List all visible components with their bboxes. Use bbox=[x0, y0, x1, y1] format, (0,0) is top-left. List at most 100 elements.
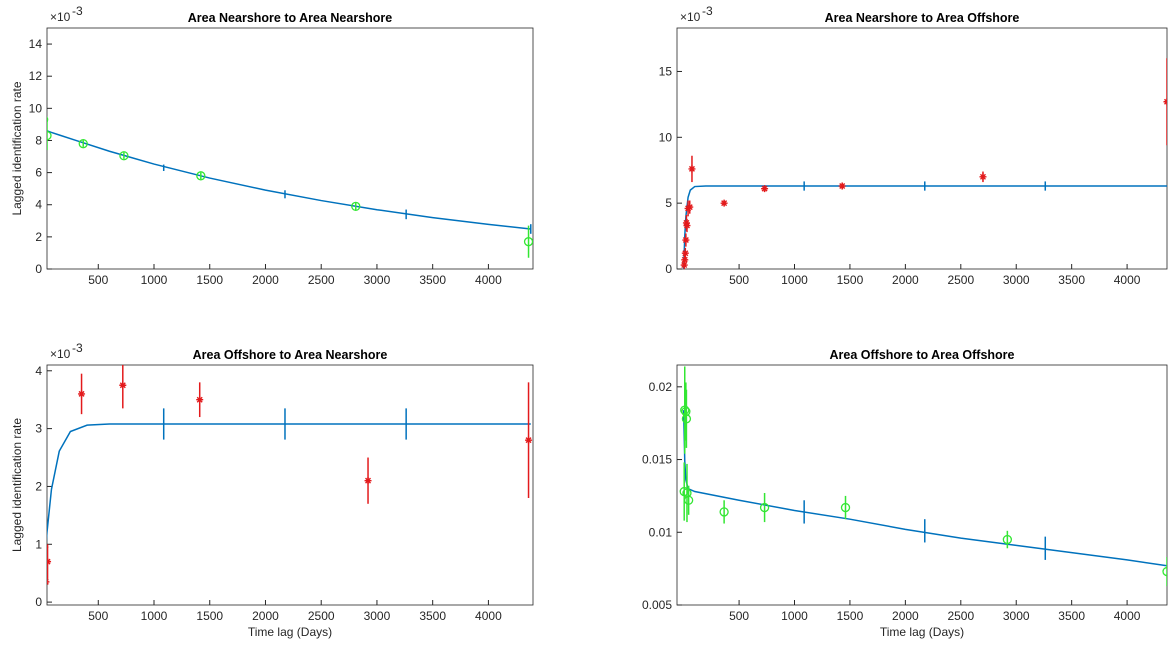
exponent-power: -3 bbox=[72, 4, 83, 18]
x-tick-label: 2000 bbox=[252, 609, 279, 623]
data-point bbox=[838, 182, 846, 190]
y-tick-label: 5 bbox=[665, 196, 672, 210]
x-tick-label: 3000 bbox=[364, 273, 391, 287]
y-tick-label: 4 bbox=[35, 198, 42, 212]
x-tick-label: 4000 bbox=[475, 273, 502, 287]
chart-title: Area Offshore to Area Offshore bbox=[830, 348, 1015, 362]
y-tick-label: 3 bbox=[35, 422, 42, 436]
data-point bbox=[688, 165, 696, 173]
panel: 500 1000 1500 2000 2500 3000 3500 4000 0 1 2 3 4 Area… bbox=[10, 341, 534, 639]
data-point bbox=[78, 390, 86, 398]
x-tick-label: 1000 bbox=[141, 273, 168, 287]
plot-area bbox=[47, 116, 533, 258]
exponent-power: -3 bbox=[72, 341, 83, 355]
data-point bbox=[525, 436, 533, 444]
data-point bbox=[1163, 98, 1167, 106]
y-tick-label: 0 bbox=[35, 595, 42, 609]
y-tick-label: 2 bbox=[35, 479, 42, 493]
y-tick-label: 0.02 bbox=[649, 380, 673, 394]
x-tick-label: 1500 bbox=[196, 273, 223, 287]
data-point bbox=[680, 405, 690, 415]
y-tick-label: 0.01 bbox=[649, 525, 673, 539]
x-tick-label: 3000 bbox=[364, 609, 391, 623]
exponent-power: -3 bbox=[702, 4, 713, 18]
data-point bbox=[840, 502, 851, 513]
exponent-base: ×10 bbox=[680, 10, 701, 24]
x-tick-label: 3000 bbox=[1003, 609, 1030, 623]
data-point bbox=[683, 222, 691, 230]
data-point bbox=[119, 381, 127, 389]
axes-box bbox=[46, 364, 534, 606]
x-tick-label: 2500 bbox=[947, 273, 974, 287]
data-point bbox=[119, 151, 129, 161]
fit-line bbox=[47, 423, 531, 543]
y-tick-label: 10 bbox=[29, 101, 43, 115]
x-tick-label: 3500 bbox=[419, 609, 446, 623]
y-tick-label: 10 bbox=[659, 130, 673, 144]
data-point bbox=[196, 171, 206, 181]
y-tick-label: 6 bbox=[35, 166, 42, 180]
chart-title: Area Nearshore to Area Nearshore bbox=[188, 11, 393, 25]
data-point bbox=[979, 173, 987, 181]
x-tick-label: 500 bbox=[729, 609, 749, 623]
data-point bbox=[761, 185, 769, 193]
data-point bbox=[681, 414, 692, 424]
x-tick-label: 500 bbox=[88, 609, 108, 623]
y-tick-label: 12 bbox=[29, 69, 43, 83]
plot-area bbox=[47, 365, 533, 585]
x-tick-label: 4000 bbox=[1114, 273, 1141, 287]
x-tick-label: 4000 bbox=[1114, 609, 1141, 623]
x-tick-label: 500 bbox=[88, 273, 108, 287]
data-point bbox=[681, 256, 689, 264]
data-point bbox=[759, 502, 770, 513]
y-axis-label: Lagged identification rate bbox=[10, 418, 24, 552]
data-point bbox=[196, 396, 204, 404]
fit-line bbox=[47, 129, 531, 230]
y-tick-label: 1 bbox=[35, 537, 42, 551]
panel: 500 1000 1500 2000 2500 3000 3500 4000 0 2 4 6 8 10 12… bbox=[10, 4, 534, 287]
y-tick-label: 8 bbox=[35, 133, 42, 147]
exponent-base: ×10 bbox=[50, 347, 71, 361]
y-tick-label: 4 bbox=[35, 364, 42, 378]
x-tick-label: 1500 bbox=[196, 609, 223, 623]
data-point bbox=[1162, 566, 1167, 577]
x-tick-label: 2000 bbox=[892, 609, 919, 623]
x-tick-label: 1000 bbox=[781, 273, 808, 287]
data-point bbox=[719, 507, 729, 517]
data-point bbox=[78, 139, 88, 149]
panel: 500 1000 1500 2000 2500 3000 3500 4000 0 5 10 15 Are… bbox=[659, 4, 1168, 287]
data-point bbox=[364, 477, 372, 485]
data-point bbox=[686, 203, 694, 211]
data-point bbox=[523, 237, 533, 247]
x-tick-label: 2000 bbox=[892, 273, 919, 287]
data-point bbox=[351, 201, 361, 211]
data-point bbox=[1002, 534, 1013, 545]
y-tick-label: 0 bbox=[35, 262, 42, 276]
y-tick-label: 15 bbox=[659, 64, 673, 78]
y-tick-label: 0.015 bbox=[642, 453, 672, 467]
axes-box bbox=[46, 27, 534, 270]
x-tick-label: 1500 bbox=[837, 273, 864, 287]
y-tick-label: 0 bbox=[665, 262, 672, 276]
x-tick-label: 2500 bbox=[947, 609, 974, 623]
axes-box bbox=[676, 27, 1168, 270]
data-point bbox=[47, 558, 52, 566]
plot-area bbox=[680, 58, 1167, 269]
x-tick-label: 2500 bbox=[308, 609, 335, 623]
data-point bbox=[47, 578, 50, 585]
exponent-base: ×10 bbox=[50, 10, 71, 24]
data-point bbox=[47, 581, 48, 583]
x-axis-label: Time lag (Days) bbox=[248, 625, 332, 639]
data-point bbox=[682, 236, 690, 244]
plot-area bbox=[679, 366, 1167, 587]
x-tick-label: 3500 bbox=[419, 273, 446, 287]
x-tick-label: 3500 bbox=[1058, 273, 1085, 287]
y-tick-label: 0.005 bbox=[642, 598, 672, 612]
data-point bbox=[47, 130, 52, 141]
data-point bbox=[681, 249, 689, 257]
x-tick-label: 2500 bbox=[308, 273, 335, 287]
axes-box bbox=[676, 364, 1168, 606]
panel: 500 1000 1500 2000 2500 3000 3500 4000 0.005 0.01… bbox=[642, 348, 1168, 639]
x-tick-label: 3000 bbox=[1003, 273, 1030, 287]
